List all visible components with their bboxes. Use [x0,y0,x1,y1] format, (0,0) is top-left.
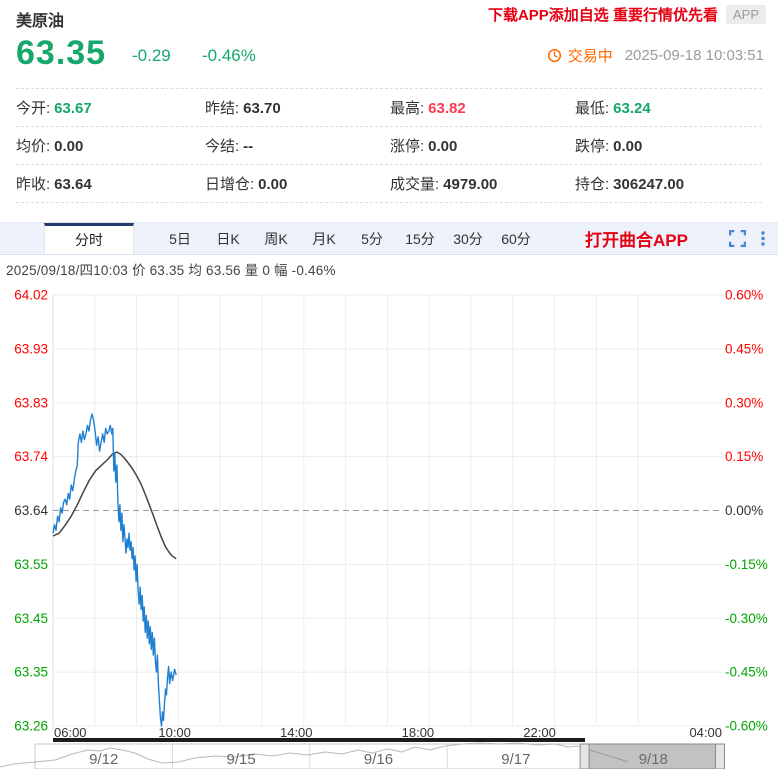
x-axis-time-label: 18:00 [402,725,435,740]
y-axis-percent-label: -0.60% [725,719,768,734]
stat-今开: 今开: 63.67 [16,100,92,117]
x-axis-time-label: 14:00 [280,725,313,740]
price-chart[interactable]: 64.02 0.60% 63.93 0.45% 63.83 0.30% 63.74 0.15%… [0,284,778,770]
stat-最低: 最低: 63.24 [575,100,651,117]
stat-跌停: 跌停: 0.00 [575,138,643,155]
y-axis-percent-label: 0.60% [725,288,763,303]
y-axis-price-label: 63.35 [14,665,48,680]
y-axis-price-label: 63.74 [14,449,48,464]
price-change-percent: -0.46% [202,46,256,65]
y-axis-percent-label: 0.30% [725,395,763,410]
clock-icon [547,48,561,63]
stats-row: 均价: 0.00 今结: -- 涨停: 0.00 跌停: 0.00 [16,127,762,165]
tab-60分[interactable]: 60分 [501,230,531,247]
scrollbar-track [53,738,585,742]
price-change: -0.29 [132,46,171,65]
x-axis-time-label: 04:00 [689,725,722,740]
stats-row: 昨收: 63.64 日增仓: 0.00 成交量: 4979.00 持仓: 306247.00 [16,165,762,203]
download-app-banner[interactable]: 下载APP添加自选 重要行情优先看 [487,7,718,24]
fullscreen-icon[interactable] [729,230,746,247]
y-axis-price-label: 63.26 [14,719,48,734]
tab-list: 分时 5日 日K 周K 月K 5分 15分 30分 60分 [0,223,540,254]
stat-日增仓: 日增仓: 0.00 [205,176,288,193]
y-axis-percent-label: -0.30% [725,611,768,626]
y-axis-price-label: 63.45 [14,611,48,626]
page-title: 美原油 [16,13,65,30]
tab-5分[interactable]: 5分 [361,230,383,247]
navigator-handle-left[interactable] [579,743,590,770]
quote-row: 63.35 -0.29 -0.46% 交易中 2025-09-18 10:03:… [0,32,778,84]
tab-日K[interactable]: 日K [216,230,240,247]
tab-30分[interactable]: 30分 [453,230,483,247]
stat-涨停: 涨停: 0.00 [390,138,458,155]
navigator-date-9/18: 9/18 [639,751,668,768]
tab-周K[interactable]: 周K [264,230,288,247]
kebab-menu-icon[interactable] [760,230,766,247]
stat-昨结: 昨结: 63.70 [205,100,281,117]
stat-最高: 最高: 63.82 [390,100,466,117]
navigator-selection[interactable] [584,743,723,770]
app-badge: APP [725,5,766,24]
crosshair-info-line: 2025/09/18/四10:03 价 63.35 均 63.56 量 0 幅 … [6,263,336,278]
stat-持仓: 持仓: 306247.00 [575,176,685,193]
y-axis-price-label: 63.93 [14,341,48,356]
navigator-date-9/17: 9/17 [501,751,530,768]
stats-row: 今开: 63.67 昨结: 63.70 最高: 63.82 最低: 63.24 [16,89,762,127]
stat-均价: 均价: 0.00 [16,138,84,155]
navigator-handle-right[interactable] [715,743,725,770]
y-axis-price-label: 63.64 [14,503,48,518]
x-axis-time-label: 10:00 [158,725,191,740]
navigator-date-9/16: 9/16 [364,751,393,768]
quote-timestamp: 2025-09-18 10:03:51 [624,47,764,64]
stats-table: 今开: 63.67 昨结: 63.70 最高: 63.82 最低: 63.24 均价: 0.00 今… [16,88,762,203]
y-axis-price-label: 64.02 [14,288,48,303]
navigator-date-9/12: 9/12 [89,751,118,768]
y-axis-percent-label: 0.00% [725,503,763,518]
navigator-date-9/15: 9/15 [226,751,255,768]
stat-昨收: 昨收: 63.64 [16,176,92,193]
tab-5日[interactable]: 5日 [169,230,191,247]
y-axis-percent-label: -0.15% [725,557,768,572]
last-price: 63.35 [16,34,107,72]
y-axis-price-label: 63.83 [14,395,48,410]
stat-今结: 今结: -- [205,138,254,155]
y-axis-price-label: 63.55 [14,557,48,572]
x-axis-time-label: 06:00 [54,725,87,740]
stat-成交量: 成交量: 4979.00 [390,176,498,193]
y-axis-percent-label: -0.45% [725,665,768,680]
tab-15分[interactable]: 15分 [405,230,435,247]
period-tabbar: 分时 5日 日K 周K 月K 5分 15分 30分 60分 打开曲合APP [0,222,778,255]
y-axis-percent-label: 0.45% [725,341,763,356]
y-axis-percent-label: 0.15% [725,449,763,464]
x-axis-time-label: 22:00 [523,725,556,740]
open-app-link[interactable]: 打开曲合APP [585,231,688,250]
tab-月K[interactable]: 月K [312,230,336,247]
price-line [52,413,177,727]
header: 美原油 下载APP添加自选 重要行情优先看 APP [0,0,778,32]
tab-分时[interactable]: 分时 [44,223,134,254]
average-line [52,451,177,560]
trading-status: 交易中 [567,48,613,65]
navigator-sparkline [0,742,629,768]
